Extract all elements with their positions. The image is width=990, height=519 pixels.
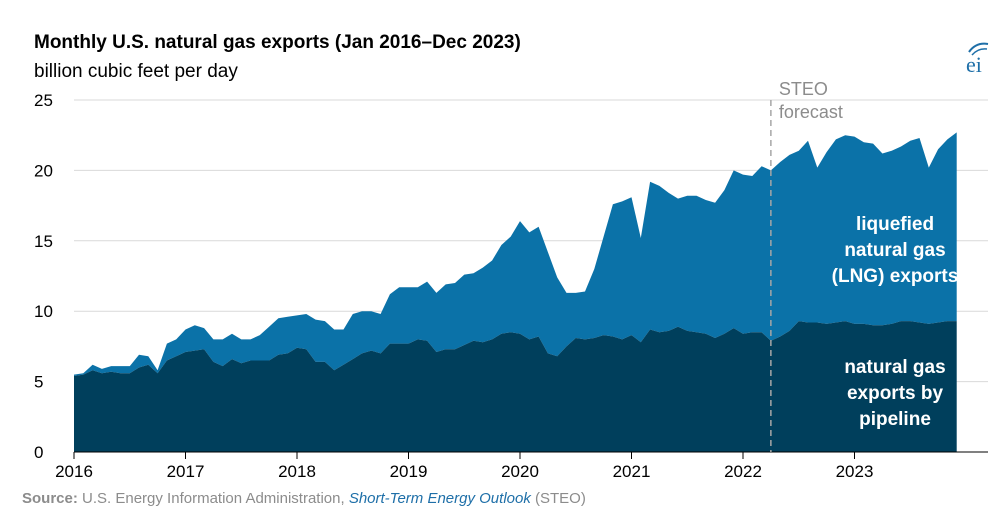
lng-exports-area xyxy=(74,132,957,376)
y-tick-label: 25 xyxy=(34,91,53,110)
source-text: U.S. Energy Information Administration, xyxy=(77,490,349,507)
pipeline-label: exports by xyxy=(847,383,944,404)
x-tick-label: 2017 xyxy=(167,462,205,481)
chart-subtitle: billion cubic feet per day xyxy=(34,61,238,82)
forecast-label: STEO xyxy=(779,79,828,99)
y-tick-label: 20 xyxy=(34,161,53,180)
pipeline-exports-area xyxy=(74,321,957,452)
x-tick-label: 2016 xyxy=(55,462,93,481)
x-axis: 2016 2017 2018 2019 2020 2021 2022 2023 xyxy=(55,451,988,481)
pipeline-label: pipeline xyxy=(859,409,931,430)
y-axis: 0 5 10 15 20 25 xyxy=(34,91,53,462)
y-tick-label: 10 xyxy=(34,302,53,321)
lng-label: natural gas xyxy=(844,240,945,261)
y-tick-label: 15 xyxy=(34,232,53,251)
x-tick-label: 2022 xyxy=(724,462,762,481)
forecast-label: forecast xyxy=(779,102,843,122)
x-tick-label: 2018 xyxy=(278,462,316,481)
source-publication: Short-Term Energy Outlook xyxy=(348,490,531,507)
svg-text:ei: ei xyxy=(966,52,982,74)
x-tick-label: 2023 xyxy=(836,462,874,481)
forecast-marker: STEO forecast xyxy=(770,79,843,452)
source-label: Source: xyxy=(22,490,78,507)
series-labels: liquefied natural gas (LNG) exports natural… xyxy=(832,214,959,430)
x-tick-label: 2019 xyxy=(390,462,428,481)
y-tick-label: 5 xyxy=(34,373,43,392)
x-tick-label: 2021 xyxy=(613,462,651,481)
chart-title: Monthly U.S. natural gas exports (Jan 20… xyxy=(34,32,521,53)
area-series xyxy=(74,132,957,452)
lng-label: (LNG) exports xyxy=(832,266,959,287)
source-note: Source: U.S. Energy Information Administ… xyxy=(22,490,586,507)
y-tick-label: 0 xyxy=(34,443,43,462)
source-suffix: (STEO) xyxy=(530,490,586,507)
lng-label: liquefied xyxy=(856,214,934,235)
pipeline-label: natural gas xyxy=(844,357,945,378)
x-tick-label: 2020 xyxy=(501,462,539,481)
eia-logo: ei xyxy=(966,42,989,74)
